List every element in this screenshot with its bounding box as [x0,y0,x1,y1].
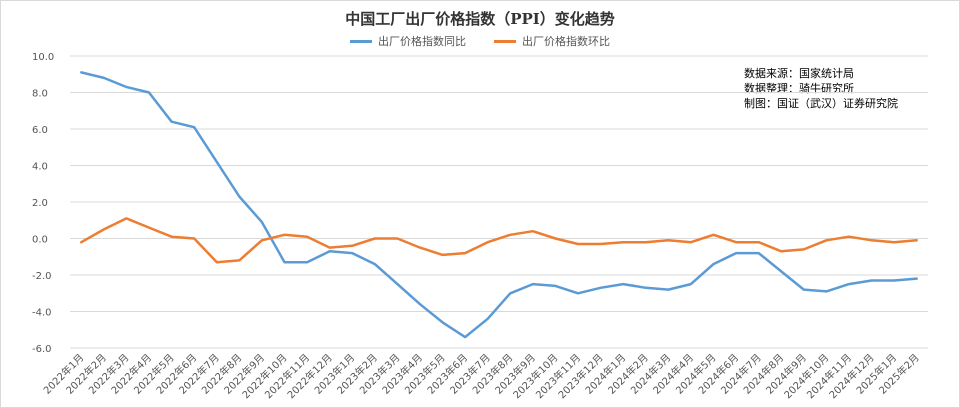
legend-item-yoy: 出厂价格指数同比 [350,33,466,49]
y-tick-label: 8.0 [32,89,48,100]
source-note: 数据来源：国家统计局 数据整理：骑牛研究所 制图：国证（武汉）证券研究院 [744,66,898,111]
y-tick-label: -2.0 [32,271,52,282]
y-tick-label: -6.0 [32,344,52,355]
legend-swatch-yoy [350,39,372,43]
note-source: 数据来源：国家统计局 [744,67,854,80]
note-author: 制图：国证（武汉）证券研究院 [744,97,898,110]
legend: 出厂价格指数同比 出厂价格指数环比 [0,33,960,49]
legend-swatch-mom [494,39,516,43]
y-tick-label: -4.0 [32,308,52,319]
y-tick-label: 10.0 [32,52,54,63]
y-tick-label: 2.0 [32,198,48,209]
y-tick-label: 6.0 [32,125,48,136]
legend-label-mom: 出厂价格指数环比 [522,35,610,48]
y-tick-label: 0.0 [32,235,48,246]
y-tick-label: 4.0 [32,162,48,173]
legend-label-yoy: 出厂价格指数同比 [378,35,466,48]
legend-item-mom: 出厂价格指数环比 [494,33,610,49]
note-compiler: 数据整理：骑牛研究所 [744,82,854,95]
series-line-mom [80,217,918,264]
series-line-yoy [80,71,918,339]
chart-title: 中国工厂出厂价格指数（PPI）变化趋势 [345,10,615,28]
